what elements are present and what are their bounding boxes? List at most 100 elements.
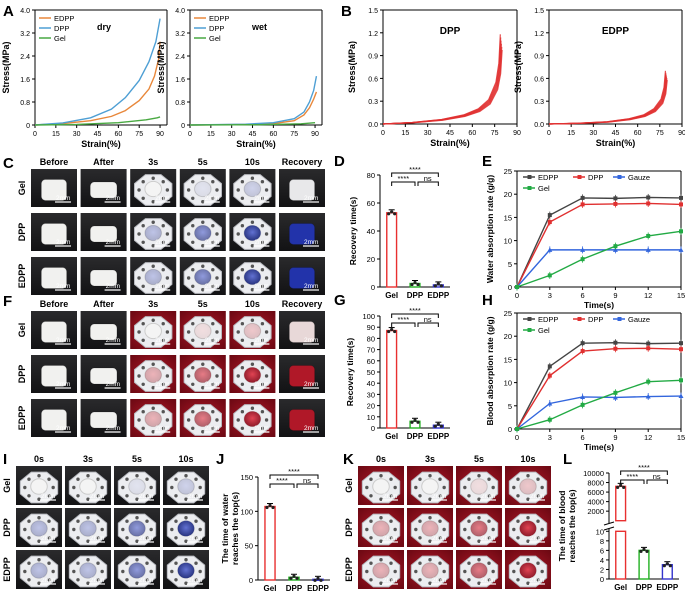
- plate-hole: [540, 569, 544, 574]
- plate-hole: [165, 188, 170, 192]
- scale-bar-label: 2mm: [188, 535, 202, 542]
- plate-hole: [135, 581, 139, 585]
- plate-hole: [174, 494, 178, 498]
- plate-hole: [151, 406, 155, 410]
- series-line-edpp: [189, 91, 318, 126]
- plate-hole: [125, 519, 129, 523]
- x-tick-label: EDPP: [427, 291, 449, 300]
- series-line-edpp: [548, 72, 667, 125]
- plate-hole: [201, 386, 205, 390]
- plate-hole: [125, 561, 129, 565]
- row-label: DPP: [17, 223, 27, 242]
- absorbed-liquid: [79, 562, 97, 579]
- panel-label-c: C: [3, 155, 14, 172]
- row-label: Gel: [2, 478, 12, 493]
- plate-hole: [438, 494, 442, 498]
- plate-hole: [86, 581, 90, 585]
- plate-hole: [260, 321, 265, 326]
- x-tick-label: 75: [135, 131, 143, 138]
- data-point: [662, 564, 666, 568]
- plate-hole: [540, 485, 544, 490]
- x-tick-label: 15: [52, 131, 60, 138]
- plate-hole: [201, 200, 205, 204]
- y-tick-label: 70: [367, 346, 375, 355]
- sample-block: [288, 179, 316, 201]
- plate-hole: [170, 485, 174, 490]
- plate-hole: [201, 288, 205, 292]
- y-tick-label: 0.6: [534, 76, 544, 83]
- y-axis-label: Stress(MPa): [1, 41, 11, 93]
- chart-b-dpp: 0 15 30 45 60 75 90 0.0 0.3 0.6 0.9 1.2 1.5 Strain(%)…: [347, 8, 521, 148]
- plate-hole: [186, 276, 191, 280]
- plate-hole: [135, 558, 139, 562]
- plate-hole: [438, 477, 442, 481]
- y-tick-label: 0: [600, 575, 604, 584]
- plate-hole: [121, 527, 125, 532]
- plate-hole: [491, 569, 495, 574]
- plate-hole: [240, 382, 245, 387]
- plate-hole: [198, 569, 202, 574]
- scale-bar-label: 2mm: [155, 195, 169, 202]
- data-point: [433, 424, 437, 428]
- plate-hole: [487, 536, 491, 540]
- plate-hole: [369, 519, 373, 523]
- scale-bar-label: 2mm: [383, 577, 397, 584]
- plate-hole: [47, 561, 51, 565]
- x-tick-label: 60: [468, 130, 476, 137]
- column-label: 0s: [34, 454, 44, 464]
- absorbed-liquid: [519, 478, 537, 495]
- scale-bar-label: 2mm: [155, 239, 169, 246]
- data-point: [271, 505, 275, 510]
- absorbed-liquid: [144, 269, 162, 285]
- row-label: Gel: [17, 181, 27, 196]
- sig-bracket: [391, 322, 416, 327]
- plate-hole: [477, 558, 481, 562]
- legend-label: Gauze: [628, 173, 650, 182]
- chart-layer: 0 15 30 45 60 75 9000.81.62.43.24.0Strain(%)St…: [1, 8, 685, 593]
- data-point: [439, 284, 443, 288]
- plate-hole: [135, 516, 139, 520]
- scale-bar-label: 2mm: [155, 283, 169, 290]
- panel-label-a: A: [3, 3, 14, 20]
- y-tick-label: 0.0: [534, 122, 544, 129]
- photo-grid-k: 0s 3s 5s 10s Gel 2mm 2mm 2mm 2mm DPP 2mm 2mm 2mm 2mm E…: [344, 454, 551, 589]
- y-tick-label: 8: [600, 537, 604, 546]
- scale-bar-label: 2mm: [205, 381, 219, 388]
- column-label: 5s: [132, 454, 142, 464]
- y-tick-label: 20: [504, 190, 512, 199]
- scale-bar-label: 2mm: [432, 535, 446, 542]
- plate-hole: [201, 406, 205, 410]
- absorbed-liquid: [79, 520, 97, 537]
- y-tick-label: 10: [367, 413, 375, 422]
- x-tick-label: 90: [678, 130, 685, 137]
- plate-hole: [37, 516, 41, 520]
- y-axis-label: Water absorption rate (g/g): [485, 175, 495, 283]
- photo-grid-c: Before After 3s 5s 10s Recovery Gel 2mm 2mm 2mm 2m…: [17, 157, 325, 295]
- y-tick-label: 3.2: [20, 31, 30, 38]
- absorbed-liquid: [244, 367, 261, 383]
- scale-bar-label: 2mm: [155, 425, 169, 432]
- legend-label: DPP: [54, 24, 69, 33]
- plate-hole: [149, 485, 153, 490]
- axis-break-mark: [603, 521, 615, 526]
- x-tick-label: 45: [94, 131, 102, 138]
- plate-hole: [151, 362, 155, 366]
- x-tick-label: 3: [548, 291, 552, 300]
- plate-hole: [215, 276, 219, 280]
- plate-hole: [467, 494, 471, 498]
- plate-hole: [365, 485, 369, 490]
- plate-hole: [438, 578, 442, 582]
- plate-hole: [121, 569, 125, 574]
- legend-marker: [527, 328, 532, 332]
- plate-hole: [438, 536, 442, 540]
- data-point: [292, 574, 296, 578]
- plate-hole: [174, 519, 178, 523]
- sample-block: [40, 409, 68, 431]
- plate-hole: [250, 200, 255, 204]
- chart-h: 0 3 6 9 12 15 0 5 10 15 20 25 Time(s) Blood absorptio…: [485, 309, 685, 452]
- row-label: EDPP: [344, 557, 354, 582]
- x-tick-label: 30: [73, 131, 81, 138]
- plate-hole: [86, 516, 90, 520]
- y-tick-label: 0.9: [368, 54, 378, 61]
